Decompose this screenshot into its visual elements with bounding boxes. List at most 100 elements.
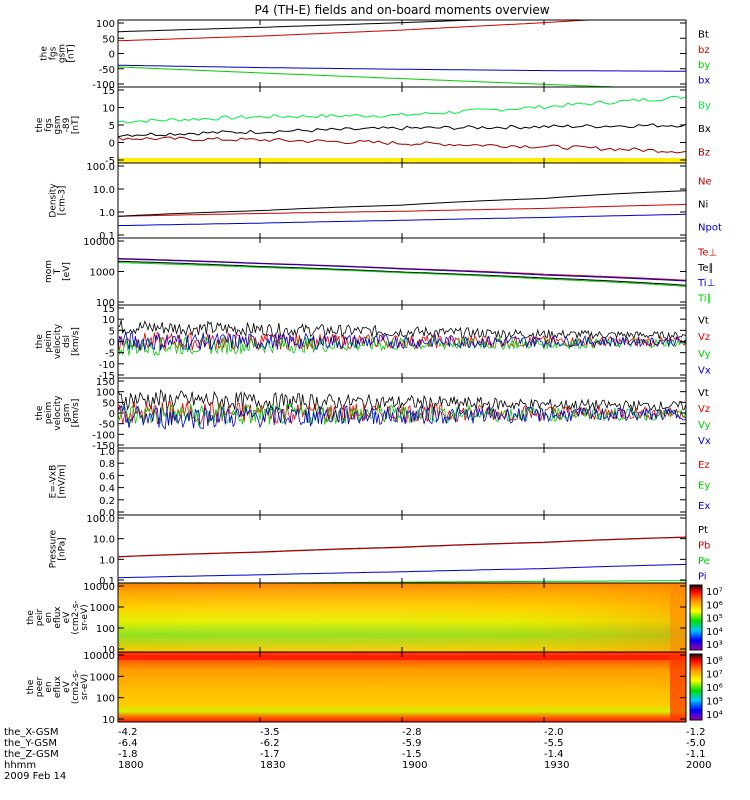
panel-density: Ne Ni Npot 100.0 10.0 1.0 0.1 Density [cm-3] [49,162,722,242]
footer-value: 1900 [402,760,427,771]
y-tick-label: 0.0 [99,508,115,519]
y-axis-label: eV [62,680,72,693]
y-axis-label: E=-VxB [49,465,59,499]
y-axis-label: gsm [58,44,68,63]
plot-title: P4 (TH-E) fields and on-board moments ov… [254,3,549,17]
legend-label: Vx [698,366,711,377]
y-axis-label: Pressure [49,529,59,568]
series-line-Npot [117,213,687,227]
colorbar-tick-label: 10⁷ [706,670,723,681]
y-tick-label: 10000 [83,651,115,662]
footer-value: -6.2 [260,738,280,749]
legend-label: Vy [698,349,711,360]
y-tick-label: 0.1 [99,576,115,587]
series-line-Ni [117,190,687,217]
colorbar-tick-label: 10⁶ [706,683,723,694]
y-tick-label: 100 [96,19,115,30]
y-tick-label: 50 [102,398,115,409]
y-axis-label: the [35,334,45,349]
legend-label: Pe [698,556,710,567]
series-line-bx [117,64,687,72]
series-line-Ti⊥ [117,258,687,282]
colorbar-tick-label: 10⁴ [706,710,723,721]
y-tick-label: 10 [102,315,115,326]
legend-label: Pb [698,540,710,551]
legend-label: Vz [698,332,710,343]
y-tick-label: 10.0 [93,185,115,196]
legend-label: bz [698,45,710,56]
y-tick-label: 0.2 [99,496,115,507]
y-tick-label: 0 [109,139,115,150]
colorbar [689,584,703,651]
y-axis-label: gsm [62,403,72,422]
y-tick-label: -50 [99,420,115,431]
y-axis-label: [nT] [67,44,77,62]
y-tick-label: 100 [96,624,115,635]
legend-label: by [698,60,710,71]
y-axis-label: mom [44,260,54,283]
legend-label: Ni [698,200,708,211]
y-tick-label: 150 [96,377,115,388]
series-line-Pb [117,536,687,558]
y-tick-label: 0 [109,338,115,349]
y-tick-label: 100 [96,298,115,309]
panel-pressure: Pt Pb Pe Pi 100.0 10.0 1.0 0.1 Pressure [nPa] [49,514,711,587]
y-tick-label: 0.1 [99,231,115,242]
y-tick-label: 10 [102,104,115,115]
y-tick-label: 0 [109,409,115,420]
colorbar-tick-label: 10⁵ [706,697,723,708]
legend-label: By [698,101,711,112]
axis-frame [117,162,687,239]
y-axis-label: the [26,610,36,625]
y-axis-label: -89 [62,117,72,132]
colorbar-tick-label: 10⁴ [706,627,723,638]
legend-label: Vt [698,315,709,326]
y-axis-label: dsl [62,335,72,348]
footer-value: -1.4 [544,749,564,760]
y-axis-label: Density [49,183,59,218]
footer-label: the_X-GSM [4,727,58,738]
y-tick-label: 0 [109,50,115,61]
legend-label: Vt [698,388,709,399]
y-axis-label: the [35,117,45,132]
y-tick-label: -50 [99,65,115,76]
panel-peir-eflux: 10⁷ 10⁶ 10⁵ 10⁴ 10³ 10000 1000 100 10 the peir en ef… [26,582,723,656]
series-line-Pi [117,563,687,579]
y-tick-label: 10000 [83,237,115,248]
footer-value: -2.8 [402,727,422,738]
y-axis-label: the [35,405,45,420]
axis-frame [117,514,687,584]
legend-label: Vx [698,436,711,447]
series-line-Vx [117,404,687,430]
y-axis-label: [cm-3] [58,186,68,216]
legend-label: Te∥ [697,263,714,274]
y-tick-label: 100 [96,388,115,399]
axis-frame [117,86,687,164]
legend-label: Ex [698,501,710,512]
footer-value: -5.0 [686,738,706,749]
y-tick-label: 10 [102,645,115,656]
y-tick-label: 1000 [90,268,115,279]
legend-label: Bz [698,147,710,158]
y-axis-label: velocity [53,323,63,359]
y-tick-label: 100.0 [86,162,115,173]
footer-value: 1800 [118,760,143,771]
y-tick-label: 15 [102,86,115,97]
colorbar-tick-label: 10⁶ [706,600,723,611]
y-axis-label: sr-eV) [80,674,90,700]
y-tick-label: 1000 [90,672,115,683]
footer-value: -1.5 [402,749,422,760]
y-tick-label: 10.0 [93,535,115,546]
footer-value: -1.8 [118,749,138,760]
y-tick-label: 100.0 [86,514,115,525]
panel-peer-eflux: 10⁸ 10⁷ 10⁶ 10⁵ 10⁴ 10000 1000 100 10 the peer en ef… [26,651,723,726]
series-line-By [117,95,687,124]
footer-label: the_Z-GSM [4,749,59,760]
series-line-Vt [117,320,687,340]
colorbar-tick-label: 10⁵ [706,614,723,625]
legend-label: Vz [698,404,710,415]
y-tick-label: 1000 [90,603,115,614]
